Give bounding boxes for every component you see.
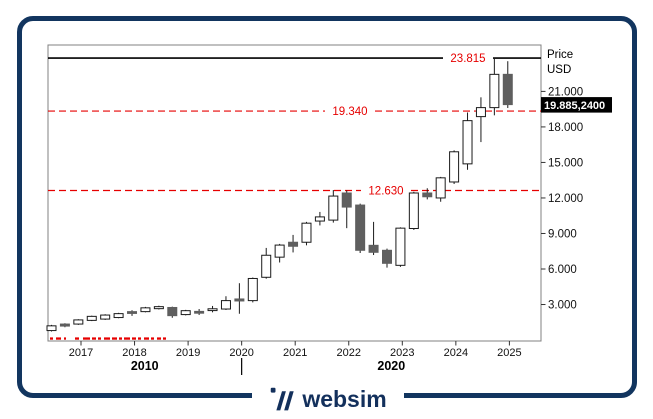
last-price-badge: 19.885,2400 bbox=[541, 97, 612, 113]
candle bbox=[207, 305, 218, 313]
clipped-red-footnote bbox=[50, 337, 166, 340]
decade-label-2010: 2010 bbox=[131, 359, 159, 373]
decade-axis: 2010 2020 bbox=[131, 358, 405, 375]
candle bbox=[261, 247, 272, 279]
candle bbox=[382, 248, 392, 268]
candle bbox=[475, 97, 486, 143]
candle bbox=[113, 312, 124, 319]
x-tick-label: 2018 bbox=[122, 347, 146, 359]
x-tick-label: 2024 bbox=[444, 347, 468, 359]
candle bbox=[328, 190, 339, 223]
level-label-12.630: 12.630 bbox=[368, 186, 403, 198]
candle bbox=[355, 203, 366, 254]
y-axis: 21.000 18.000 15.000 12.000 9.000 6.000 3.000 P… bbox=[541, 49, 583, 312]
candle bbox=[301, 221, 312, 246]
last-price-label: 19.885,2400 bbox=[544, 100, 605, 112]
y-axis-title-usd: USD bbox=[547, 64, 571, 76]
y-tick-label: 3.000 bbox=[548, 300, 577, 312]
x-tick-label: 2020 bbox=[229, 347, 253, 359]
candle bbox=[288, 234, 299, 253]
candle bbox=[100, 314, 111, 320]
x-axis: 2017 2018 2019 2020 2021 2022 2023 2024 2025 bbox=[69, 341, 522, 359]
candle bbox=[59, 323, 70, 328]
x-tick-label: 2017 bbox=[69, 347, 93, 359]
candles bbox=[46, 58, 513, 332]
x-tick-label: 2021 bbox=[283, 347, 307, 359]
y-axis-title-price: Price bbox=[547, 49, 573, 61]
candle bbox=[368, 221, 379, 256]
y-tick-label: 18.000 bbox=[548, 122, 583, 134]
candle bbox=[435, 176, 446, 202]
level-lines: 23.815 19.340 12.630 bbox=[48, 53, 541, 198]
x-tick-label: 2019 bbox=[176, 347, 200, 359]
candle bbox=[489, 58, 500, 116]
candle bbox=[180, 309, 191, 316]
candle bbox=[274, 243, 285, 263]
candle bbox=[127, 310, 138, 316]
x-tick-label: 2023 bbox=[390, 347, 414, 359]
candle bbox=[462, 112, 473, 170]
candle bbox=[220, 296, 231, 310]
candle bbox=[167, 306, 178, 318]
candle bbox=[408, 191, 419, 230]
candle bbox=[194, 309, 205, 315]
websim-wordmark: websim bbox=[302, 385, 387, 412]
decade-label-2020: 2020 bbox=[377, 359, 405, 373]
candle bbox=[73, 319, 84, 325]
y-tick-label: 12.000 bbox=[548, 193, 583, 205]
level-label-19.340: 19.340 bbox=[332, 106, 367, 118]
candle bbox=[502, 61, 513, 108]
candle bbox=[247, 277, 258, 303]
candle bbox=[395, 227, 406, 267]
candle bbox=[422, 188, 433, 200]
x-tick-label: 2022 bbox=[337, 347, 361, 359]
plot-border bbox=[47, 44, 542, 342]
candle bbox=[449, 150, 460, 184]
y-tick-label: 6.000 bbox=[548, 264, 577, 276]
y-tick-label: 21.000 bbox=[548, 86, 583, 98]
candle bbox=[234, 283, 245, 314]
candle bbox=[140, 306, 151, 313]
level-label-23.815: 23.815 bbox=[450, 53, 485, 65]
x-tick-label: 2025 bbox=[497, 347, 521, 359]
candle bbox=[46, 324, 57, 332]
y-tick-label: 15.000 bbox=[548, 157, 583, 169]
websim-icon bbox=[271, 387, 295, 410]
candle bbox=[153, 305, 164, 310]
candle bbox=[341, 190, 352, 229]
candle bbox=[314, 211, 325, 226]
y-tick-label: 9.000 bbox=[548, 228, 577, 240]
websim-logo: websim bbox=[252, 381, 404, 417]
candle bbox=[86, 315, 97, 322]
